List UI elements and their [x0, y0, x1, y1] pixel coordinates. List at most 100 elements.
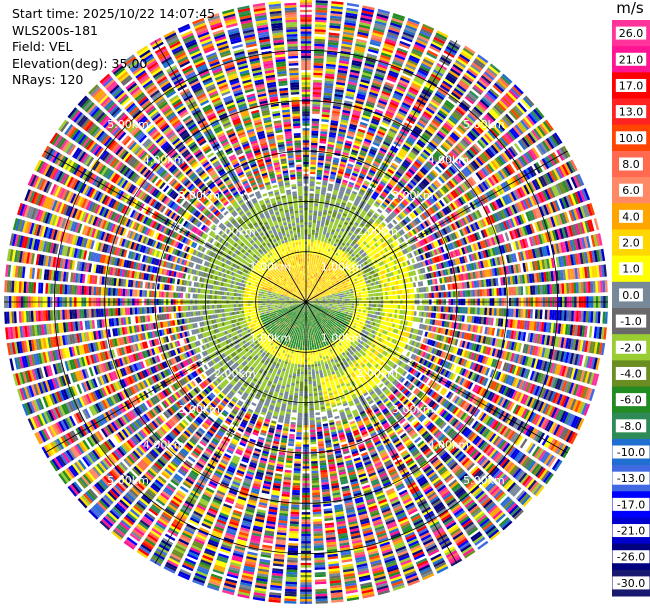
- velocity-gate: [419, 30, 432, 38]
- velocity-gate: [311, 286, 314, 289]
- velocity-gate: [440, 126, 450, 134]
- velocity-gate: [417, 34, 430, 42]
- velocity-gate: [352, 147, 360, 152]
- velocity-gate: [350, 154, 357, 159]
- velocity-gate: [358, 306, 362, 309]
- velocity-gate: [315, 14, 327, 18]
- velocity-gate: [547, 309, 550, 320]
- velocity-gate: [466, 94, 476, 103]
- velocity-gate: [356, 93, 366, 98]
- velocity-gate: [310, 278, 312, 281]
- velocity-gate: [315, 7, 328, 11]
- velocity-gate: [369, 227, 374, 232]
- velocity-gate: [377, 308, 381, 312]
- velocity-gate: [390, 164, 397, 170]
- velocity-gate: [366, 131, 375, 137]
- velocity-gate: [344, 19, 357, 24]
- velocity-gate: [436, 30, 449, 38]
- velocity-gate: [355, 100, 364, 105]
- velocity-gate: [343, 195, 349, 200]
- velocity-gate: [317, 162, 324, 166]
- velocity-gate: [312, 217, 317, 221]
- velocity-gate: [310, 174, 316, 177]
- field-text: Field: VEL: [12, 39, 73, 54]
- velocity-gate: [378, 216, 384, 221]
- velocity-gate: [338, 208, 344, 213]
- velocity-gate: [312, 84, 322, 88]
- velocity-gate: [362, 112, 371, 118]
- velocity-gate: [377, 152, 385, 158]
- velocity-gate: [379, 147, 387, 153]
- velocity-gate: [424, 293, 427, 299]
- velocity-gate: [334, 263, 338, 267]
- velocity-gate: [349, 230, 354, 234]
- velocity-gate: [368, 127, 377, 132]
- velocity-gate: [362, 234, 368, 239]
- velocity-gate: [384, 81, 395, 88]
- velocity-gate: [461, 99, 472, 109]
- velocity-gate: [397, 290, 400, 295]
- velocity-gate: [378, 304, 381, 308]
- velocity-gate: [418, 32, 431, 40]
- velocity-gate: [462, 76, 473, 85]
- velocity-gate: [328, 225, 333, 229]
- velocity-gate: [335, 180, 341, 184]
- velocity-gate: [309, 188, 315, 192]
- velocity-gate: [331, 169, 337, 173]
- velocity-gate: [339, 299, 343, 301]
- velocity-gate: [416, 305, 420, 311]
- velocity-gate: [433, 94, 443, 103]
- velocity-gate: [491, 308, 495, 316]
- velocity-gate: [410, 52, 421, 60]
- velocity-gate: [399, 106, 409, 113]
- velocity-gate: [316, 172, 323, 175]
- velocity-gate: [327, 305, 330, 307]
- velocity-gate: [410, 131, 419, 138]
- velocity-gate: [309, 261, 312, 264]
- velocity-gate: [341, 181, 348, 186]
- velocity-gate: [340, 217, 345, 222]
- velocity-gate: [425, 286, 429, 292]
- velocity-gate: [428, 292, 432, 298]
- velocity-gate: [346, 292, 349, 295]
- velocity-gate: [312, 281, 315, 285]
- velocity-gate: [360, 149, 367, 155]
- velocity-gate: [473, 84, 484, 94]
- velocity-gate: [326, 190, 332, 194]
- velocity-gate: [347, 246, 352, 251]
- velocity-gate: [406, 155, 414, 162]
- velocity-gate: [311, 291, 313, 294]
- velocity-gate: [379, 180, 386, 186]
- velocity-gate: [313, 291, 316, 294]
- velocity-gate: [341, 295, 345, 298]
- velocity-gate: [368, 304, 372, 307]
- velocity-gate: [316, 275, 319, 278]
- velocity-gate: [367, 228, 373, 234]
- velocity-gate: [376, 187, 382, 192]
- velocity-gate: [373, 160, 381, 166]
- velocity-gate: [402, 161, 410, 168]
- velocity-gate: [402, 31, 415, 38]
- velocity-gate: [329, 244, 333, 248]
- velocity-gate: [341, 242, 346, 246]
- velocity-gate: [340, 158, 347, 163]
- velocity-gate: [359, 303, 362, 306]
- velocity-gate: [456, 57, 468, 67]
- velocity-gate: [346, 2, 360, 8]
- velocity-gate: [306, 292, 308, 295]
- velocity-gate: [453, 291, 456, 298]
- velocity-gate: [361, 184, 368, 190]
- velocity-gate: [315, 191, 320, 195]
- velocity-gate: [358, 239, 363, 244]
- velocity-gate: [308, 217, 313, 221]
- velocity-gate: [315, 274, 317, 278]
- velocity-gate: [405, 63, 416, 71]
- velocity-gate: [513, 308, 517, 318]
- velocity-gate: [322, 265, 326, 268]
- velocity-gate: [321, 261, 325, 265]
- velocity-gate: [451, 66, 462, 75]
- velocity-gate: [325, 302, 328, 304]
- velocity-gate: [312, 96, 321, 100]
- velocity-gate: [402, 99, 412, 106]
- velocity-gate: [323, 262, 327, 266]
